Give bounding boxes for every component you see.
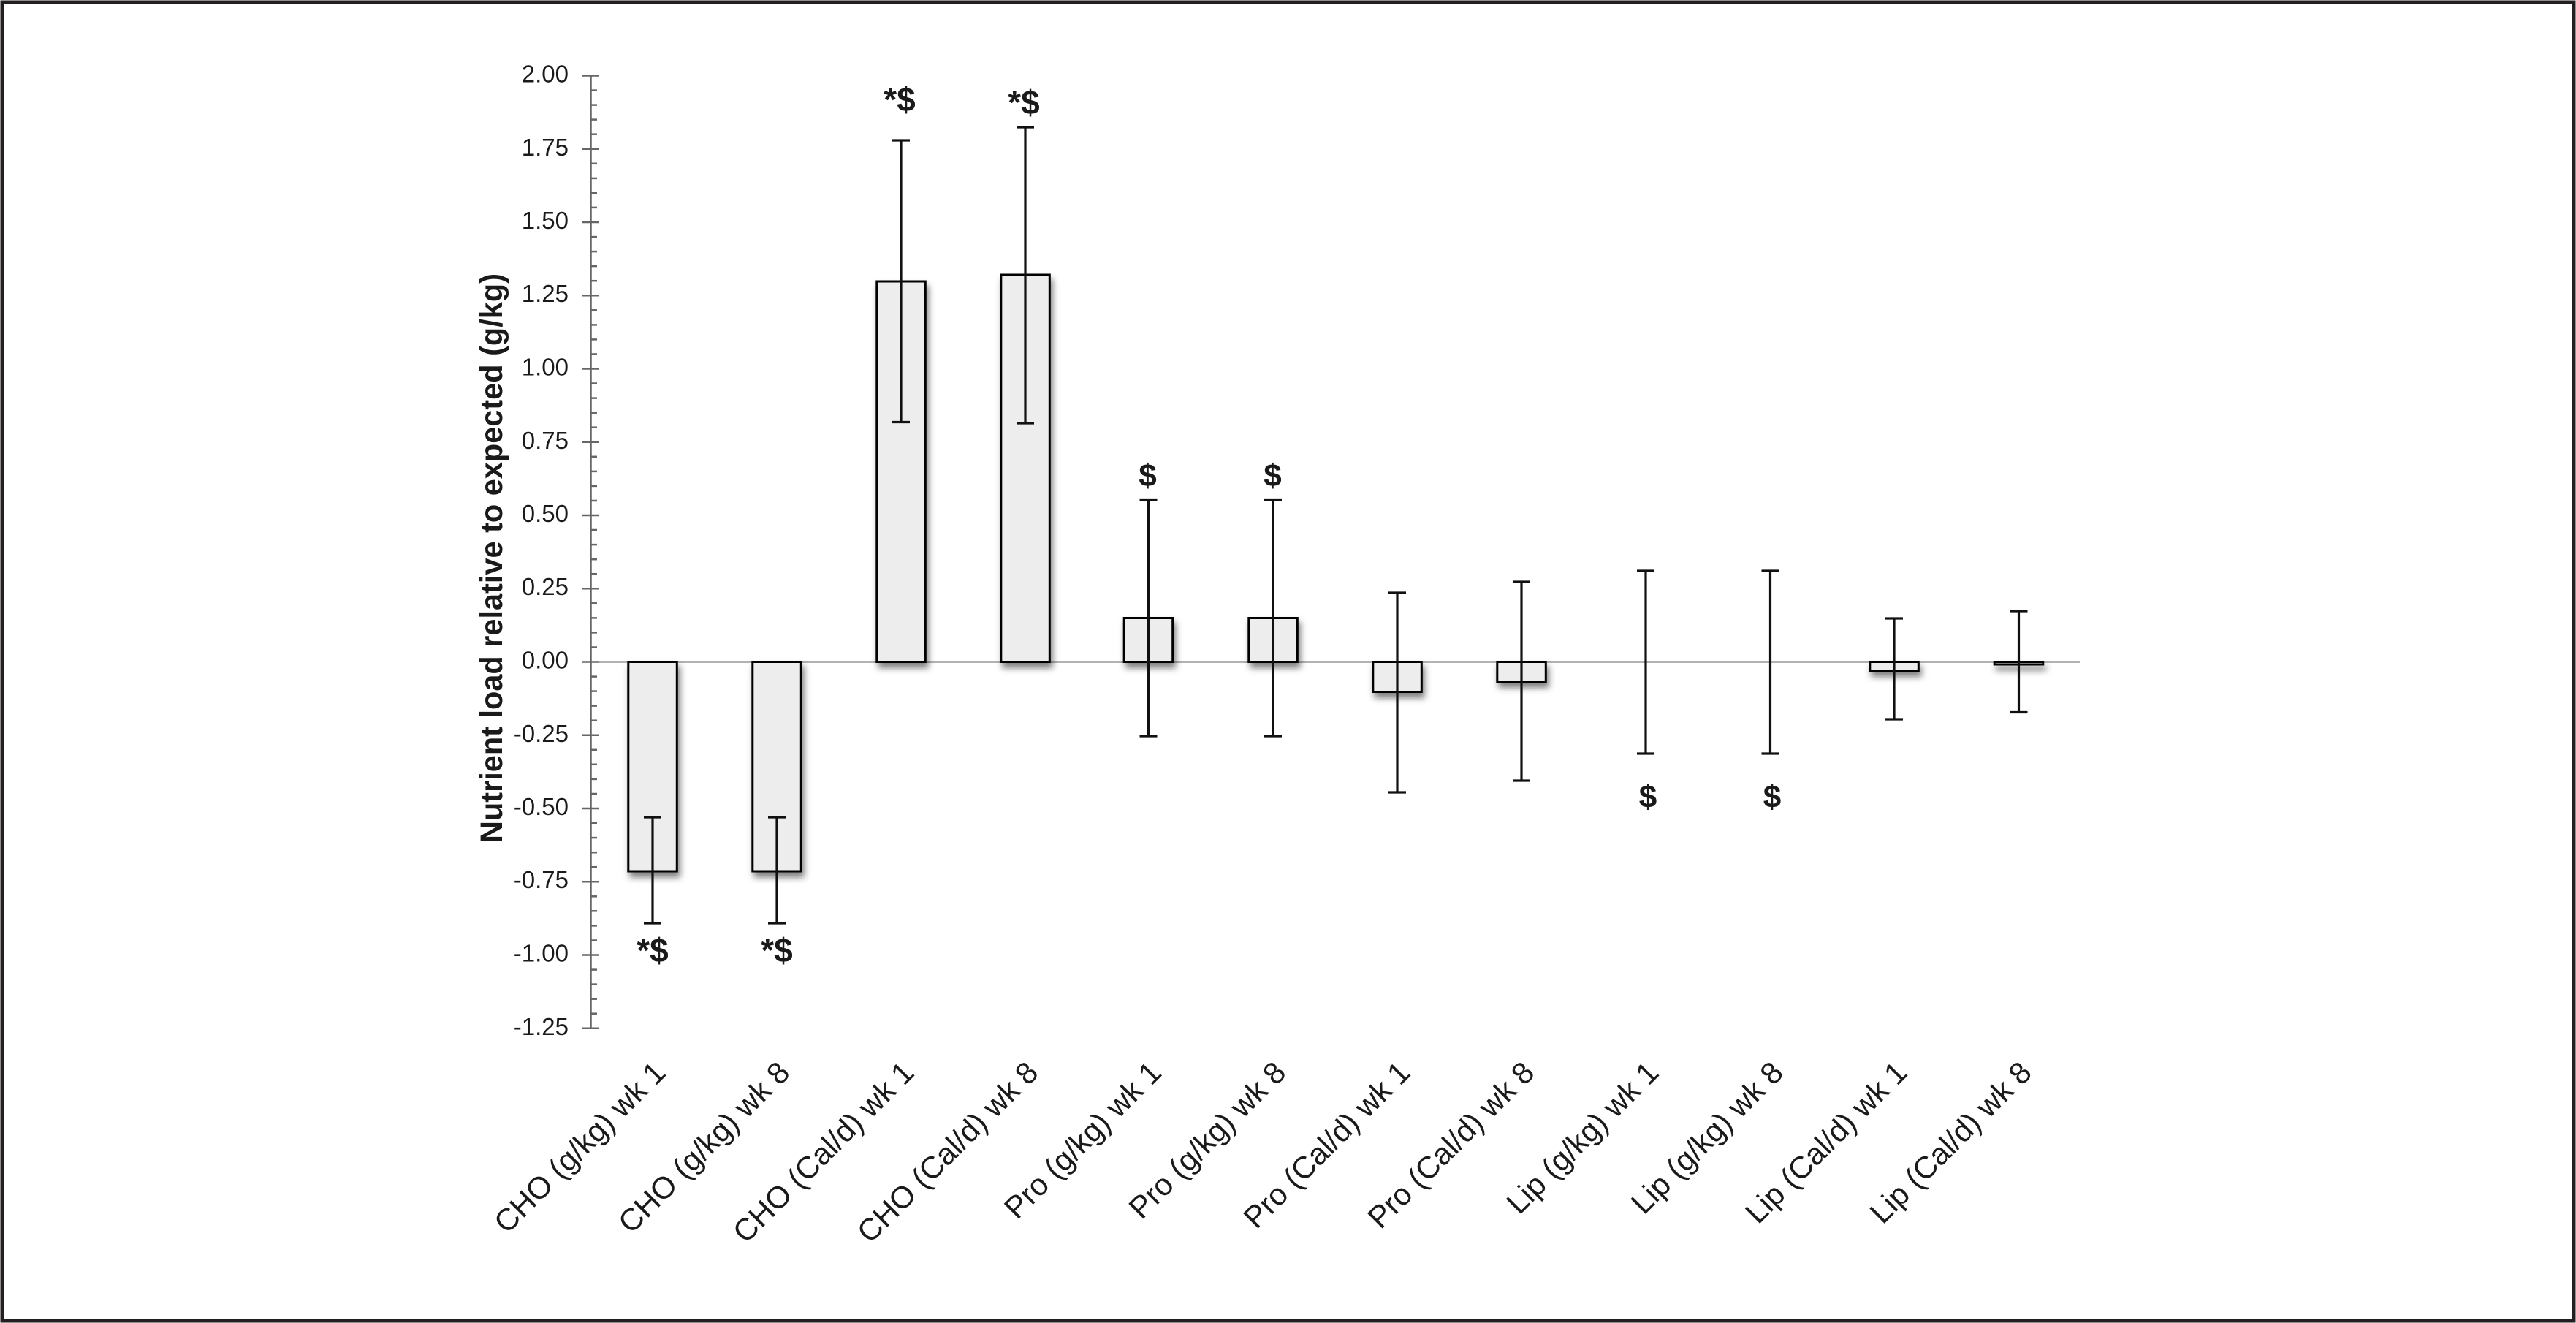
svg-text:*$: *$ bbox=[884, 80, 915, 118]
svg-text:-0.50: -0.50 bbox=[514, 793, 569, 820]
svg-text:$: $ bbox=[1139, 458, 1156, 494]
svg-text:1.75: 1.75 bbox=[522, 134, 569, 161]
svg-text:-0.75: -0.75 bbox=[514, 866, 569, 893]
svg-text:-0.25: -0.25 bbox=[514, 720, 569, 747]
svg-text:*$: *$ bbox=[1008, 83, 1039, 121]
svg-text:*$: *$ bbox=[637, 931, 668, 969]
svg-text:-1.25: -1.25 bbox=[514, 1013, 569, 1040]
svg-text:1.50: 1.50 bbox=[522, 207, 569, 234]
svg-text:$: $ bbox=[1639, 779, 1657, 815]
svg-text:-1.00: -1.00 bbox=[514, 940, 569, 967]
svg-text:0.50: 0.50 bbox=[522, 500, 569, 527]
svg-text:0.75: 0.75 bbox=[522, 427, 569, 454]
svg-text:*$: *$ bbox=[761, 931, 792, 969]
svg-text:1.00: 1.00 bbox=[522, 354, 569, 381]
svg-text:2.00: 2.00 bbox=[522, 61, 569, 88]
svg-text:$: $ bbox=[1264, 458, 1281, 494]
svg-text:$: $ bbox=[1763, 779, 1781, 815]
svg-text:1.25: 1.25 bbox=[522, 280, 569, 307]
svg-text:Nutrient load relative to expe: Nutrient load relative to expected (g/kg… bbox=[474, 273, 509, 843]
svg-text:0.25: 0.25 bbox=[522, 573, 569, 600]
svg-text:0.00: 0.00 bbox=[522, 647, 569, 674]
